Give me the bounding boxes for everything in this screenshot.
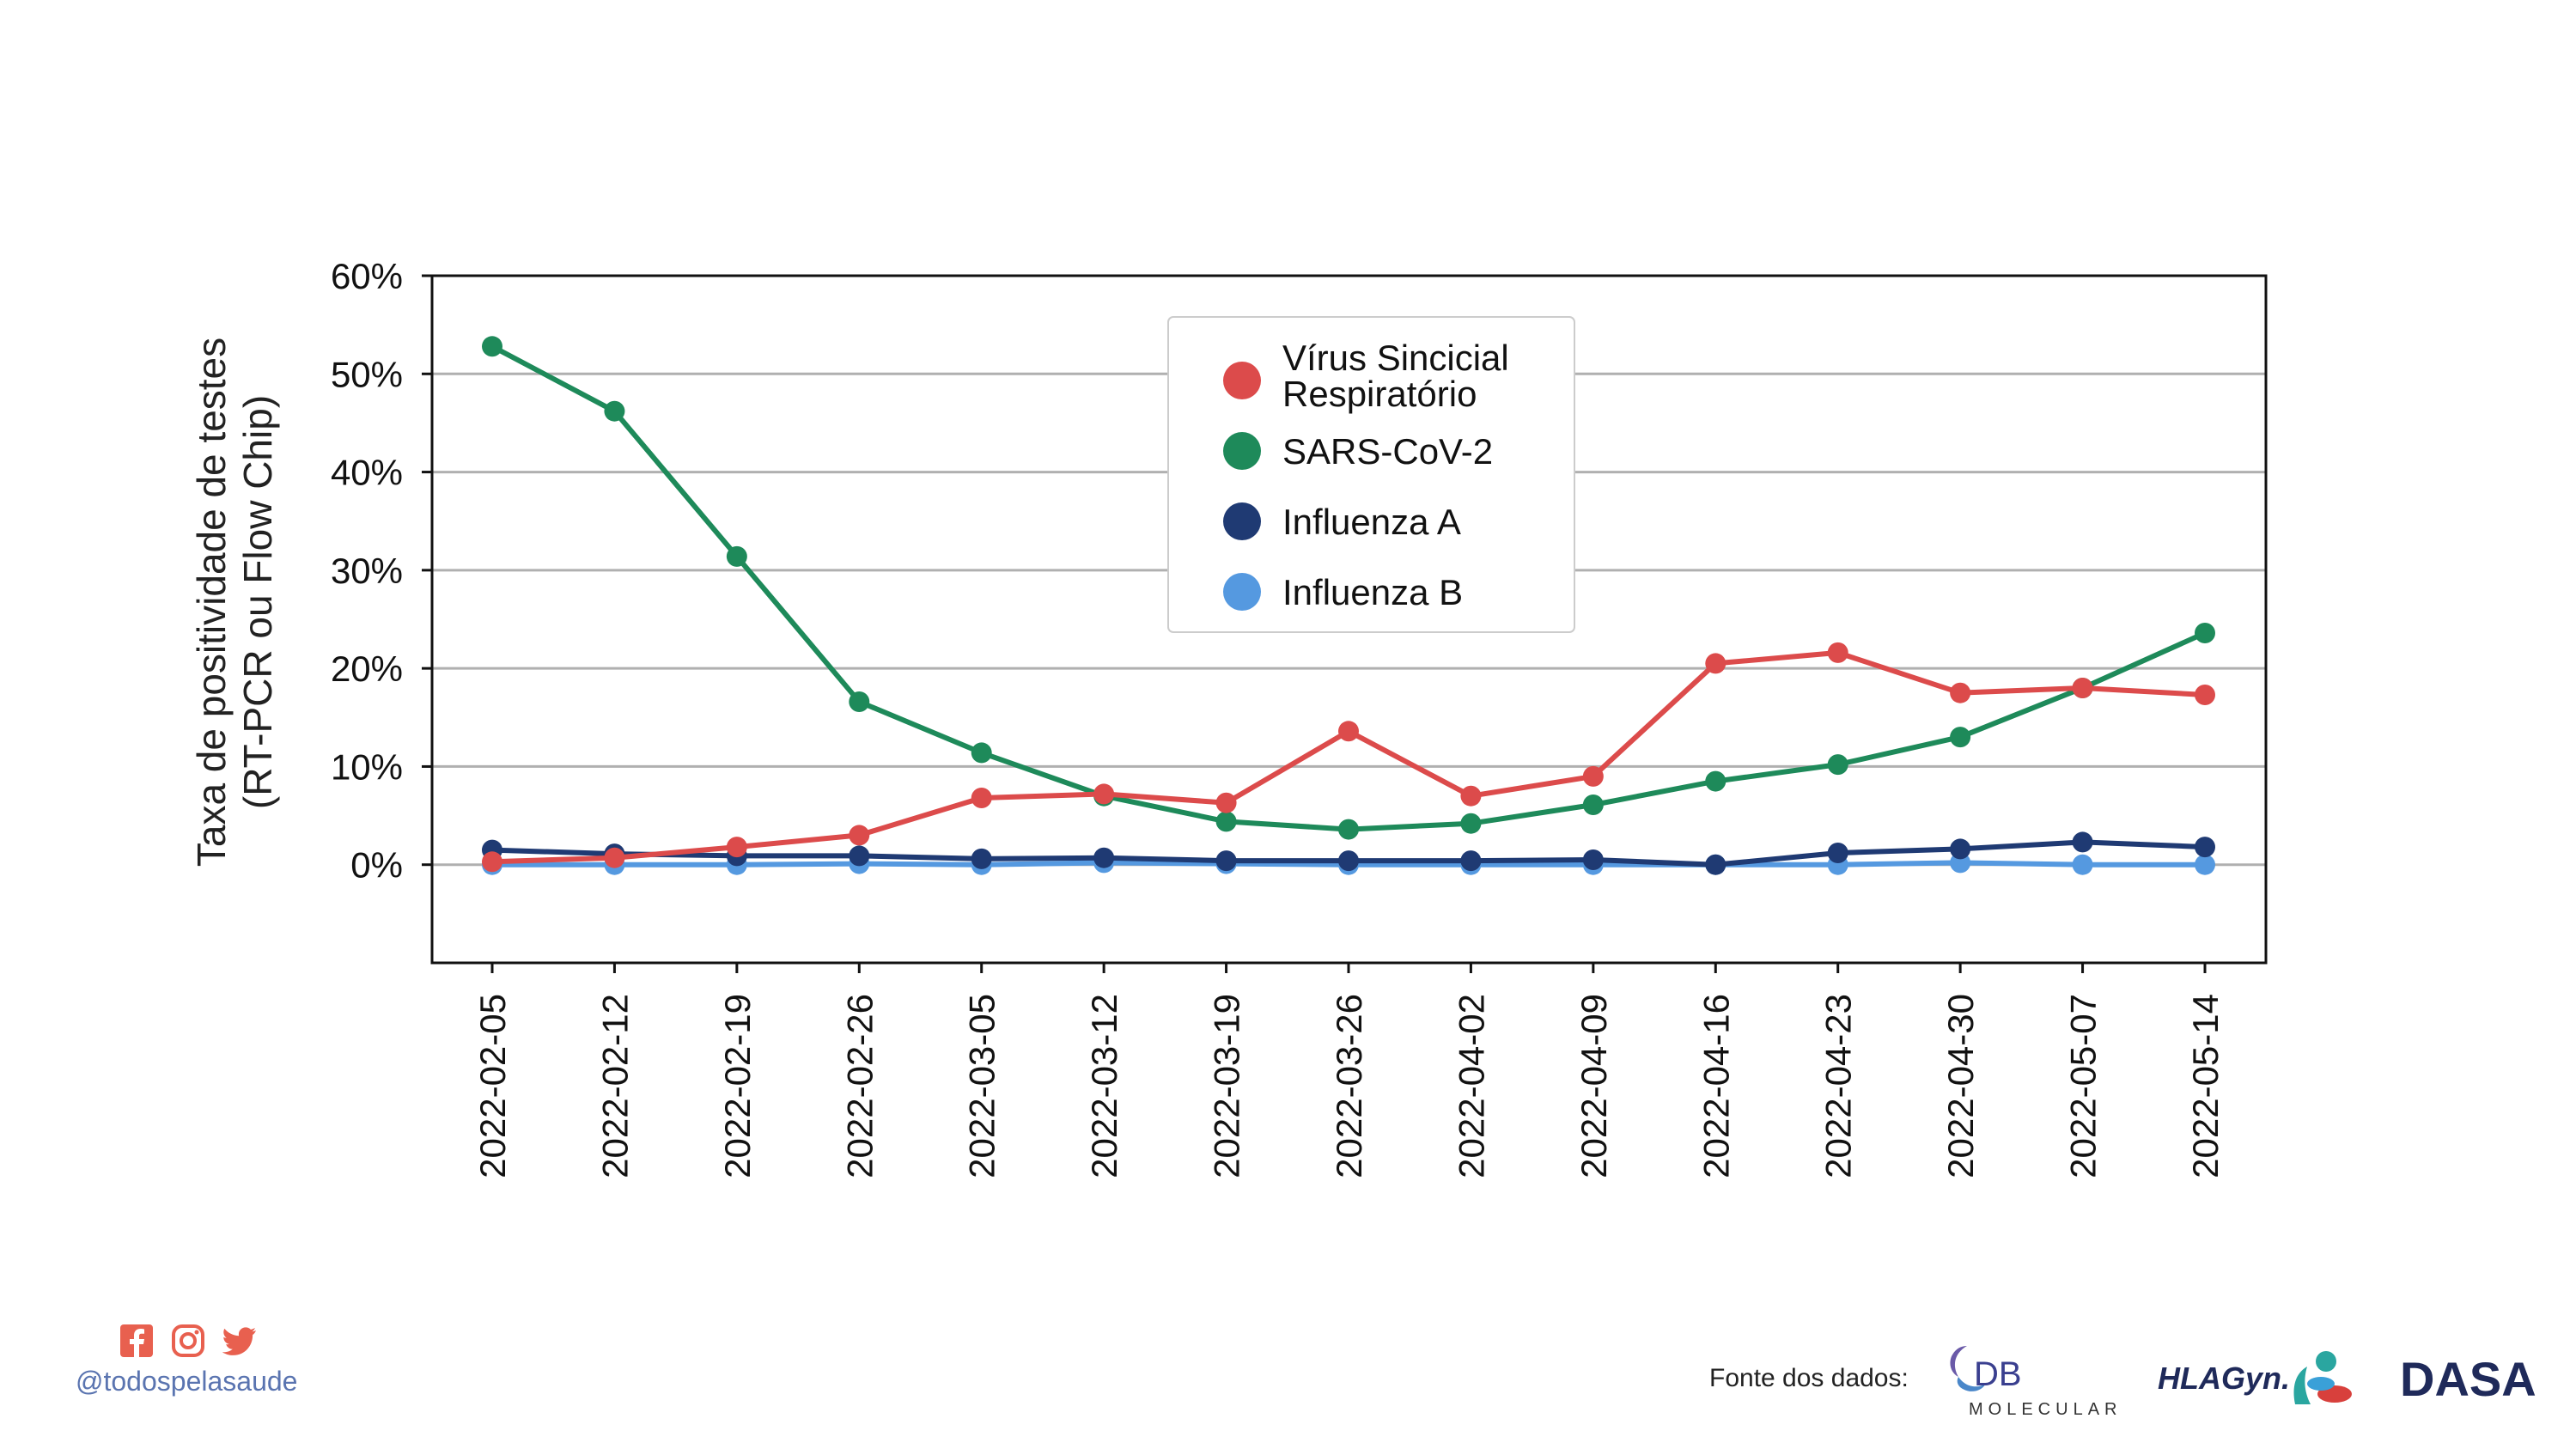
facebook-icon[interactable]: [119, 1323, 155, 1359]
data-point: [604, 847, 625, 868]
data-point: [2195, 623, 2215, 643]
y-axis-title-line2: (RT-PCR ou Flow Chip): [235, 395, 280, 809]
x-tick-label: 2022-02-12: [594, 994, 635, 1178]
data-point: [1338, 721, 1359, 742]
data-point: [1215, 850, 1237, 872]
x-tick-label: 2022-05-07: [2063, 994, 2104, 1178]
data-point: [1093, 847, 1115, 868]
social-footer: @todospelasaude: [76, 1323, 325, 1397]
data-point: [849, 845, 870, 867]
social-icons: [119, 1323, 325, 1359]
legend-label-0-line1: Vírus Sincicial: [1282, 338, 1509, 378]
x-tick-label: 2022-04-02: [1451, 994, 1491, 1178]
y-tick-label: 60%: [331, 256, 403, 296]
data-point: [1705, 653, 1726, 674]
data-point: [849, 691, 870, 712]
x-tick-label: 2022-04-23: [1818, 994, 1859, 1178]
data-point: [849, 825, 870, 846]
data-point: [1582, 849, 1604, 870]
data-point: [604, 400, 625, 422]
data-point: [1827, 642, 1848, 663]
y-axis-title-line1: Taxa de positividade de testes: [189, 338, 234, 867]
data-point: [2195, 685, 2215, 705]
x-tick-label: 2022-03-12: [1084, 994, 1124, 1178]
x-tick-label: 2022-03-05: [962, 994, 1002, 1178]
y-axis: 0% 10% 20% 30% 40% 50% 60%: [331, 256, 432, 886]
y-tick-label: 30%: [331, 551, 403, 591]
x-tick-label: 2022-02-26: [839, 994, 880, 1178]
series-layer: [482, 336, 2215, 875]
x-axis: 2022-02-05 2022-02-12 2022-02-19 2022-02-26…: [472, 963, 2226, 1178]
data-point: [2072, 678, 2093, 698]
db-molecular-logo: DB MOLECULAR: [1950, 1346, 2122, 1419]
y-tick-label: 10%: [331, 746, 403, 787]
data-point: [2072, 831, 2093, 853]
x-tick-label: 2022-03-26: [1329, 994, 1369, 1178]
db-logo-main: DB: [1974, 1355, 2022, 1393]
x-tick-label: 2022-04-30: [1940, 994, 1981, 1178]
x-tick-label: 2022-05-14: [2185, 994, 2226, 1178]
data-point: [1215, 811, 1237, 832]
data-point: [1338, 850, 1359, 872]
data-point: [1582, 795, 1604, 815]
x-tick-label: 2022-04-16: [1696, 994, 1736, 1178]
data-sources: Fonte dos dados: DB MOLECULAR HLAGyn. DA…: [1709, 1331, 2544, 1426]
data-point: [1215, 792, 1237, 813]
instagram-icon[interactable]: [170, 1323, 206, 1359]
data-point: [971, 848, 992, 869]
source-label: Fonte dos dados:: [1709, 1364, 1909, 1392]
data-point: [482, 851, 502, 873]
dasa-logo: DASA: [2400, 1352, 2536, 1406]
legend-label-2: Influenza A: [1282, 502, 1461, 542]
data-point: [971, 742, 992, 764]
data-point: [1950, 727, 1971, 748]
data-point: [2072, 854, 2093, 875]
legend-marker-3: [1223, 573, 1261, 611]
data-point: [1827, 843, 1848, 863]
legend-marker-0: [1223, 362, 1261, 399]
legend-box: [1167, 316, 1575, 633]
x-tick-label: 2022-03-19: [1207, 994, 1247, 1178]
dasa-logo-text: DASA: [2400, 1352, 2536, 1406]
legend-label-3: Influenza B: [1282, 572, 1463, 612]
data-point: [2195, 854, 2215, 875]
data-point: [1827, 754, 1848, 776]
y-tick-label: 20%: [331, 648, 403, 689]
y-tick-label: 50%: [331, 354, 403, 394]
data-point: [1093, 783, 1115, 805]
data-point: [1705, 770, 1726, 792]
data-point: [1950, 682, 1971, 703]
data-point: [1338, 819, 1359, 840]
data-point: [1705, 854, 1726, 875]
data-point: [2195, 837, 2215, 858]
hlagyn-logo: HLAGyn.: [2158, 1351, 2352, 1404]
y-tick-label: 40%: [331, 453, 403, 493]
data-point: [1950, 838, 1971, 860]
data-point: [1460, 850, 1482, 872]
x-tick-label: 2022-02-05: [472, 994, 513, 1178]
data-point: [1460, 813, 1482, 834]
data-point: [1582, 765, 1604, 787]
legend-marker-2: [1223, 502, 1261, 540]
twitter-icon[interactable]: [222, 1323, 258, 1359]
legend-label-0-line2: Respiratório: [1282, 374, 1477, 414]
social-handle[interactable]: @todospelasaude: [76, 1366, 298, 1397]
x-tick-label: 2022-02-19: [717, 994, 758, 1178]
data-point: [726, 837, 747, 858]
legend-label-1: SARS-CoV-2: [1282, 431, 1493, 472]
y-tick-label: 0%: [350, 845, 403, 886]
x-tick-label: 2022-04-09: [1574, 994, 1614, 1178]
hlagyn-logo-text: HLAGyn.: [2158, 1361, 2290, 1396]
data-point: [1460, 785, 1482, 807]
series-0: [482, 642, 2215, 873]
data-point: [971, 788, 992, 808]
data-point: [482, 336, 502, 357]
db-logo-sub: MOLECULAR: [1969, 1400, 2122, 1419]
data-point: [726, 545, 747, 567]
legend-marker-1: [1223, 432, 1261, 470]
